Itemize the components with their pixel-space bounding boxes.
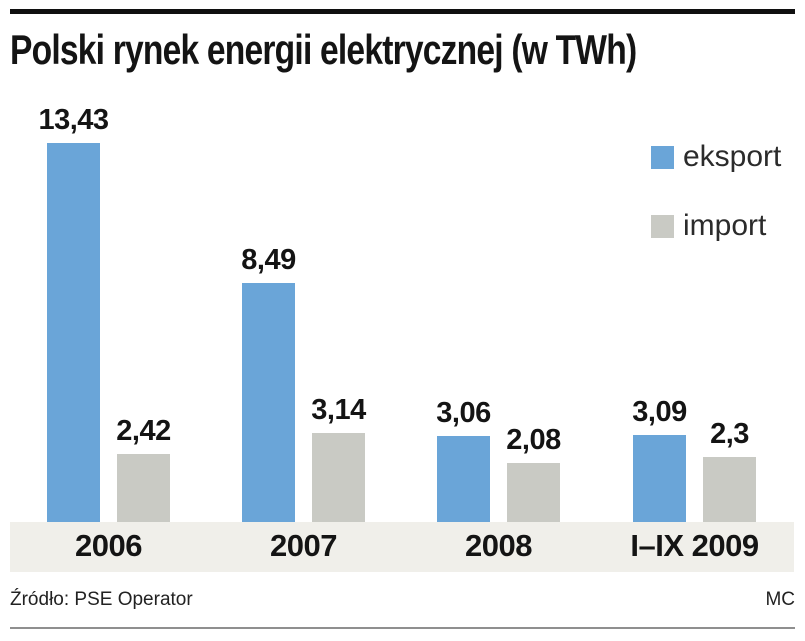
page-title: Polski rynek energii elektrycznej (w TWh… <box>10 26 637 73</box>
bar-eksport-2008 <box>437 436 490 522</box>
top-rule <box>10 9 795 14</box>
import-swatch-icon <box>651 214 674 238</box>
legend-label-eksport: eksport <box>683 140 782 173</box>
bar-import-I–IX 2009 <box>703 457 756 522</box>
eksport-swatch-icon <box>651 145 674 169</box>
bar-value-label-import-I–IX 2009: 2,3 <box>710 418 749 450</box>
bar-value-label-import-2008: 2,08 <box>506 424 561 456</box>
x-axis-label-2006: 2006 <box>75 528 142 563</box>
bar-value-label-eksport-2008: 3,06 <box>436 397 491 429</box>
bar-value-label-import-2006: 2,42 <box>116 415 171 447</box>
legend-item-eksport: eksport <box>651 141 781 173</box>
bar-eksport-2007 <box>242 283 295 522</box>
x-axis-band <box>10 522 794 572</box>
bottom-rule <box>10 627 795 629</box>
legend-label-import: import <box>683 209 767 242</box>
x-axis-label-2007: 2007 <box>270 528 337 563</box>
footer: Źródło: PSE Operator MC <box>10 589 795 611</box>
legend-item-import: import <box>651 210 781 242</box>
bar-value-label-import-2007: 3,14 <box>311 394 366 426</box>
bar-import-2007 <box>312 433 365 522</box>
chart-legend: eksport import <box>651 141 781 279</box>
source-label: Źródło: PSE Operator <box>10 589 193 610</box>
bar-value-label-eksport-2006: 13,43 <box>38 104 109 136</box>
bar-value-label-eksport-I–IX 2009: 3,09 <box>632 396 687 428</box>
bar-import-2006 <box>117 454 170 522</box>
bar-import-2008 <box>507 463 560 522</box>
bar-eksport-I–IX 2009 <box>633 435 686 522</box>
x-axis-label-I–IX 2009: I–IX 2009 <box>630 528 759 563</box>
bar-value-label-eksport-2007: 8,49 <box>241 244 296 276</box>
credit-label: MC <box>765 589 795 610</box>
x-axis-label-2008: 2008 <box>465 528 532 563</box>
bar-eksport-2006 <box>47 143 100 522</box>
